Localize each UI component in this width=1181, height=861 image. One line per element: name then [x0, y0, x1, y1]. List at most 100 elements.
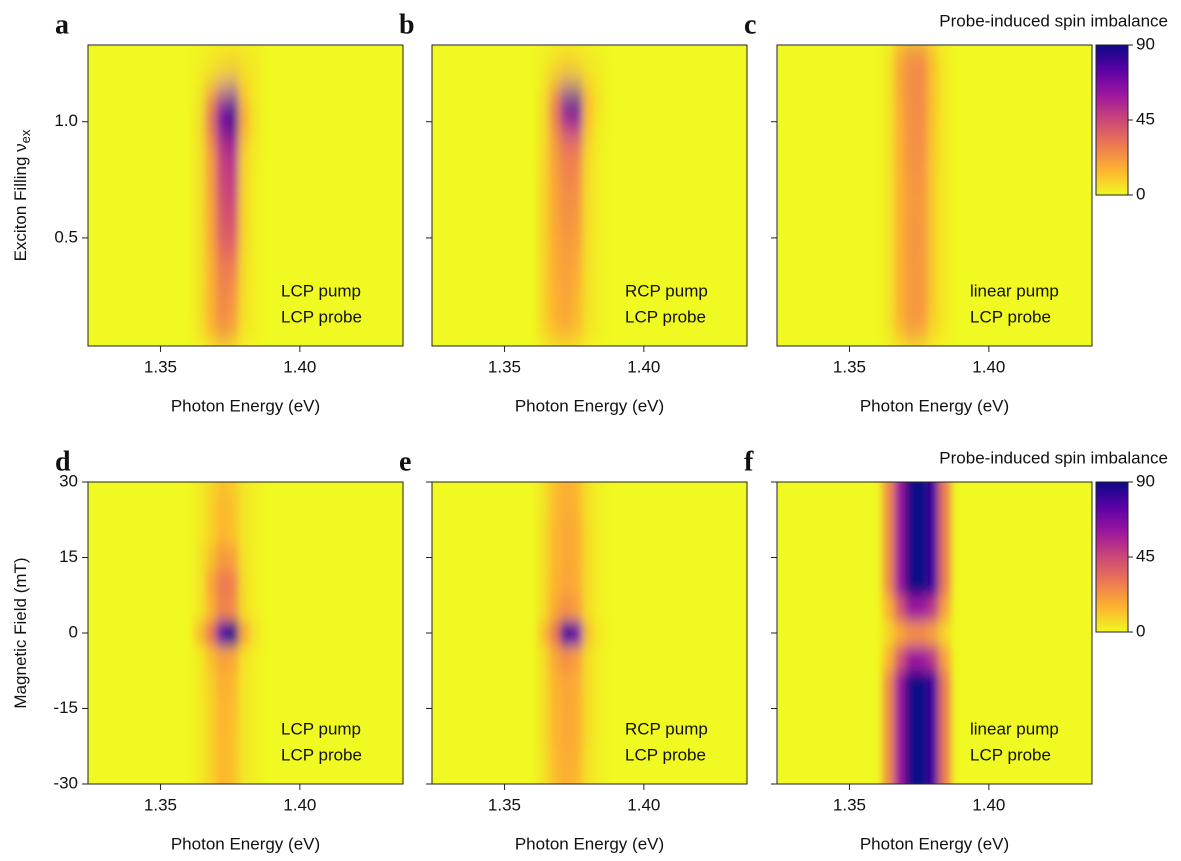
- heatmap-cell: [238, 249, 251, 274]
- heatmap-cell: [927, 771, 940, 784]
- heatmap-cell: [227, 771, 240, 784]
- heatmap-cell: [593, 620, 606, 647]
- heatmap-cell: [537, 110, 550, 134]
- heatmap-cell: [894, 133, 906, 158]
- heatmap-cell: [571, 695, 584, 722]
- heatmap-cell: [882, 179, 895, 204]
- heatmap-cell: [205, 133, 217, 158]
- panel-label: e: [399, 446, 411, 477]
- heatmap-cell: [894, 156, 906, 181]
- heatmap-cell: [905, 771, 917, 784]
- heatmap-cell: [249, 670, 262, 697]
- heatmap-cell: [249, 63, 262, 88]
- heatmap-cell: [927, 544, 940, 571]
- heatmap-cell: [227, 695, 240, 722]
- heatmap-cell: [927, 45, 940, 65]
- heatmap-cell: [905, 63, 917, 88]
- heatmap-cell: [249, 771, 262, 784]
- heatmap-cell: [560, 620, 572, 647]
- heatmap-cell: [560, 595, 572, 621]
- heatmap-cell: [537, 570, 550, 596]
- heatmap-cell: [238, 296, 251, 320]
- heatmap-cell: [560, 86, 572, 111]
- heatmap-cell: [927, 110, 940, 134]
- x-axis-label: Photon Energy (eV): [171, 396, 320, 415]
- heatmap-cell: [938, 620, 951, 647]
- heatmap-cell: [560, 670, 572, 697]
- heatmap-cell: [549, 249, 561, 274]
- heatmap-cell: [916, 63, 929, 88]
- heatmap-cell: [560, 226, 572, 251]
- heatmap-cell: [905, 544, 917, 571]
- heatmap-cell: [894, 110, 906, 134]
- heatmap-cell: [216, 771, 228, 784]
- annotation: LCP probe: [625, 307, 706, 326]
- heatmap-cell: [582, 156, 595, 181]
- heatmap-cell: [905, 272, 917, 297]
- heatmap-cell: [905, 494, 917, 521]
- y-axis-label-main: Magnetic Field (mT): [11, 557, 30, 708]
- heatmap-cell: [549, 86, 561, 111]
- heatmap-cell: [894, 179, 906, 204]
- heatmap-cell: [938, 226, 951, 251]
- y-tick-label: 1.0: [54, 111, 78, 130]
- heatmap-cell: [916, 156, 929, 181]
- heatmap-cell: [205, 179, 217, 204]
- heatmap-cell: [227, 86, 240, 111]
- heatmap-cell: [905, 746, 917, 772]
- heatmap-cell: [571, 771, 584, 784]
- heatmap-cell: [216, 544, 228, 571]
- heatmap-cell: [549, 746, 561, 772]
- heatmap-cells: [537, 45, 606, 344]
- heatmap-cell: [537, 544, 550, 571]
- heatmap-cell: [582, 544, 595, 571]
- heatmap-cell: [216, 63, 228, 88]
- heatmap-cell: [571, 319, 584, 344]
- heatmap-cell: [560, 519, 572, 546]
- heatmap-cell: [927, 570, 940, 596]
- heatmap-cell: [882, 482, 895, 496]
- heatmap-cell: [905, 179, 917, 204]
- heatmap-cell: [249, 45, 262, 65]
- heatmap-cell: [882, 110, 895, 134]
- heatmap-cell: [927, 494, 940, 521]
- heatmap-cell: [582, 319, 595, 344]
- heatmap-cell: [882, 63, 895, 88]
- heatmap-cell: [560, 296, 572, 320]
- heatmap-cell: [916, 179, 929, 204]
- heatmap-cell: [238, 645, 251, 672]
- heatmap-cell: [571, 721, 584, 747]
- heatmap-cell: [582, 595, 595, 621]
- heatmap-cell: [938, 249, 951, 274]
- heatmap-cell: [216, 494, 228, 521]
- heatmap-cell: [927, 133, 940, 158]
- heatmap-cell: [205, 695, 217, 722]
- heatmap-cell: [582, 670, 595, 697]
- heatmap-cell: [582, 110, 595, 134]
- heatmap-cell: [938, 272, 951, 297]
- heatmap-cell: [916, 226, 929, 251]
- heatmap-cell: [560, 133, 572, 158]
- heatmap-cell: [193, 63, 206, 88]
- heatmap-cell: [916, 494, 929, 521]
- heatmap-cell: [549, 519, 561, 546]
- heatmap-cell: [238, 494, 251, 521]
- heatmap-cell: [560, 110, 572, 134]
- heatmap-cell: [537, 133, 550, 158]
- heatmap-cell: [193, 595, 206, 621]
- heatmap-cell: [249, 110, 262, 134]
- heatmap-cell: [927, 179, 940, 204]
- heatmap-cell: [249, 645, 262, 672]
- heatmap-cell: [938, 179, 951, 204]
- heatmap-cell: [216, 482, 228, 496]
- heatmap-cell: [537, 519, 550, 546]
- heatmap-cell: [249, 156, 262, 181]
- y-tick-label: 0.5: [54, 227, 78, 246]
- heatmap-cell: [916, 670, 929, 697]
- x-tick-label: 1.40: [627, 795, 660, 814]
- x-tick-label: 1.40: [627, 357, 660, 376]
- heatmap-cell: [582, 771, 595, 784]
- heatmap-cell: [537, 156, 550, 181]
- heatmap-cell: [560, 249, 572, 274]
- heatmap-cells: [882, 45, 951, 344]
